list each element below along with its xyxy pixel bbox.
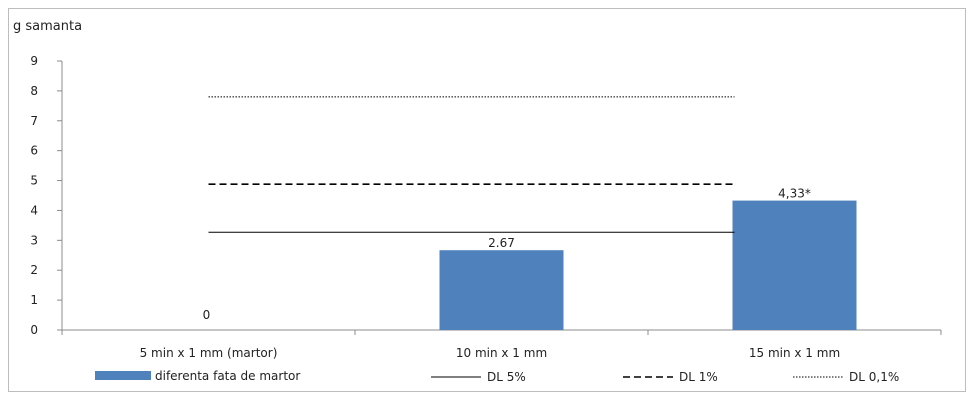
bar — [732, 200, 857, 330]
x-tick-label: 5 min x 1 mm (martor) — [140, 346, 278, 360]
y-tick-label: 3 — [30, 233, 38, 247]
y-tick-label: 0 — [30, 323, 38, 337]
y-tick-label: 4 — [30, 203, 38, 217]
bar — [439, 250, 564, 330]
x-tick-label: 15 min x 1 mm — [749, 346, 840, 360]
legend-label: DL 5% — [487, 370, 526, 384]
legend-label: DL 1% — [679, 370, 718, 384]
data-label: 4,33* — [778, 187, 811, 201]
data-label: 2.67 — [488, 236, 515, 250]
y-tick-label: 1 — [30, 293, 38, 307]
x-tick-label: 10 min x 1 mm — [456, 346, 547, 360]
y-tick-label: 8 — [30, 84, 38, 98]
y-tick-label: 6 — [30, 144, 38, 158]
legend: diferenta fata de martor DL 5% DL 1% DL 0,1… — [95, 369, 899, 384]
y-tick-label: 9 — [30, 54, 38, 68]
y-tick-label: 2 — [30, 263, 38, 277]
legend-label: diferenta fata de martor — [155, 369, 300, 383]
chart-frame: g samanta 0 1 2 3 4 5 6 7 8 9 5 min x 1 mm (martor… — [8, 8, 966, 392]
chart-svg: g samanta 0 1 2 3 4 5 6 7 8 9 5 min x 1 mm (martor… — [13, 19, 942, 384]
data-label: 0 — [203, 308, 211, 322]
y-axis-title: g samanta — [13, 19, 82, 34]
y-tick-label: 7 — [30, 114, 38, 128]
legend-swatch — [95, 371, 151, 380]
legend-label: DL 0,1% — [849, 370, 899, 384]
axes: 0 1 2 3 4 5 6 7 8 9 5 min x 1 mm (martor) 10 min x … — [30, 54, 942, 360]
plot-area: 0 2.67 4,33* — [203, 96, 857, 330]
y-tick-label: 5 — [30, 174, 38, 188]
